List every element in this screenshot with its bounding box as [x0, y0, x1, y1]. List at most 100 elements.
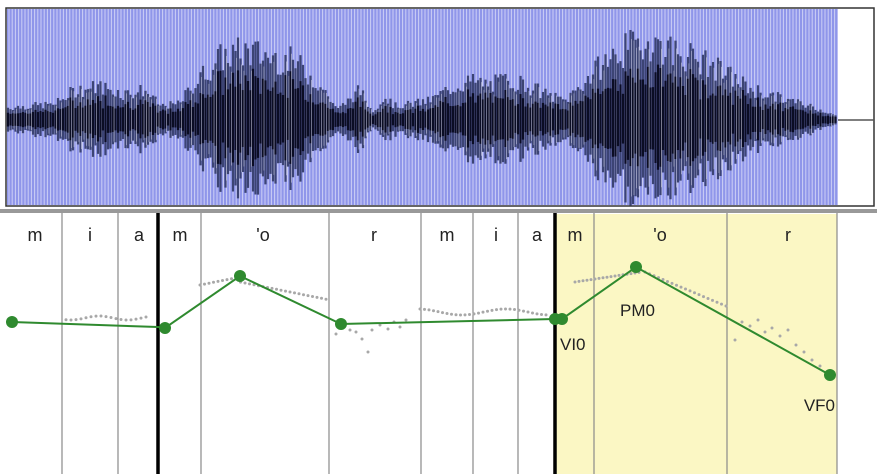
pitch-dot	[605, 275, 609, 279]
pitch-dot	[306, 294, 310, 298]
segment-label: a	[532, 225, 543, 245]
contour-points	[6, 261, 836, 381]
pitch-dot	[724, 304, 728, 308]
pitch-dot	[629, 272, 633, 276]
pitch-dot	[109, 316, 113, 320]
pitch-dot	[740, 320, 744, 324]
pitch-dot	[585, 278, 589, 282]
pitch-dot	[702, 295, 705, 299]
pitch-dot	[203, 282, 206, 286]
segment-label: i	[494, 225, 498, 245]
pitch-dot	[378, 323, 382, 327]
pitch-dot	[763, 330, 767, 334]
pitch-dot	[490, 308, 494, 312]
pitch-dot	[756, 318, 760, 322]
pitch-dot	[720, 302, 723, 306]
pitch-dot	[144, 315, 148, 319]
pitch-dot	[675, 283, 678, 287]
contour-point	[6, 316, 18, 328]
pitch-dot	[275, 287, 278, 291]
segment-label: m	[568, 225, 583, 245]
segment-label: m	[173, 225, 188, 245]
contour-point	[824, 369, 836, 381]
pitch-dot	[531, 311, 534, 315]
pitch-dot	[522, 309, 525, 313]
pitch-dot	[693, 291, 696, 295]
pitch-dot	[573, 280, 577, 284]
pitch-dots	[64, 270, 822, 368]
pitch-dot	[486, 309, 489, 313]
pitch-dot	[526, 310, 530, 314]
pitch-dot	[324, 297, 328, 301]
pitch-dot	[360, 337, 364, 341]
pitch-dot	[270, 286, 274, 290]
pitch-dot	[423, 307, 426, 311]
pitch-dot	[436, 310, 440, 314]
pitch-dot	[293, 291, 296, 295]
pitch-dot	[589, 278, 593, 282]
waveform-envelope	[6, 30, 837, 206]
pitch-dot	[198, 283, 202, 287]
pitch-dot	[540, 312, 543, 316]
pitch-dot	[212, 280, 215, 284]
contour-point-label: VF0	[804, 396, 835, 415]
segment-label: m	[28, 225, 43, 245]
contour-point	[630, 261, 642, 273]
pitch-dot	[468, 313, 471, 317]
pitch-dot	[225, 278, 229, 282]
pitch-dot	[818, 364, 822, 368]
pitch-dot	[454, 313, 458, 317]
segment-label: 'o	[653, 225, 666, 245]
pitch-dot	[221, 279, 224, 282]
pitch-dot	[679, 285, 683, 289]
contour-point-label: PM0	[620, 301, 655, 320]
pitch-dot	[697, 293, 701, 297]
pitch-dot	[74, 318, 78, 322]
segment-label: r	[371, 225, 377, 245]
pitch-dot	[499, 307, 503, 311]
pitch-dot	[508, 307, 512, 311]
pitch-dot	[666, 279, 669, 283]
pitch-dot	[463, 313, 467, 317]
pitch-dot	[297, 292, 301, 296]
pitch-dot	[432, 309, 435, 313]
pitch-dot	[64, 318, 68, 322]
segment-boundaries	[61, 213, 838, 474]
pitch-dot	[366, 350, 370, 354]
pitch-dot	[481, 310, 485, 314]
pitch-dot	[661, 278, 665, 282]
contour-point-label: VI0	[560, 335, 586, 354]
contour-point	[556, 313, 568, 325]
pitch-dot	[427, 308, 431, 312]
pitch-dot	[688, 289, 692, 293]
pitch-dot	[288, 290, 292, 294]
pitch-dot	[216, 279, 220, 283]
pitch-dot	[404, 318, 408, 322]
pitch-dot	[348, 328, 352, 332]
pitch-dot	[398, 325, 402, 329]
segment-label: m	[440, 225, 455, 245]
pitch-dot	[748, 324, 752, 328]
pitch-dot	[715, 300, 719, 304]
pitch-dot	[544, 313, 548, 317]
pitch-dot	[445, 311, 449, 315]
pitch-dot	[733, 338, 737, 342]
segment-label: a	[134, 225, 145, 245]
pitch-dot	[243, 281, 247, 285]
pitch-dot	[315, 295, 319, 299]
pitch-dot	[207, 281, 211, 285]
pitch-dot	[119, 318, 123, 322]
pitch-dot	[495, 308, 498, 312]
pitch-dot	[230, 277, 233, 281]
pitch-dot	[517, 308, 521, 312]
pitch-dot	[459, 313, 462, 317]
segment-labels: m i a m 'o r m i a m 'o r	[28, 225, 792, 245]
pitch-dot	[284, 289, 287, 293]
contour-point	[159, 322, 171, 334]
pitch-dot	[684, 287, 687, 291]
pitch-dot	[139, 316, 143, 320]
pitch-dot	[601, 276, 605, 280]
pitch-dot	[617, 273, 621, 277]
